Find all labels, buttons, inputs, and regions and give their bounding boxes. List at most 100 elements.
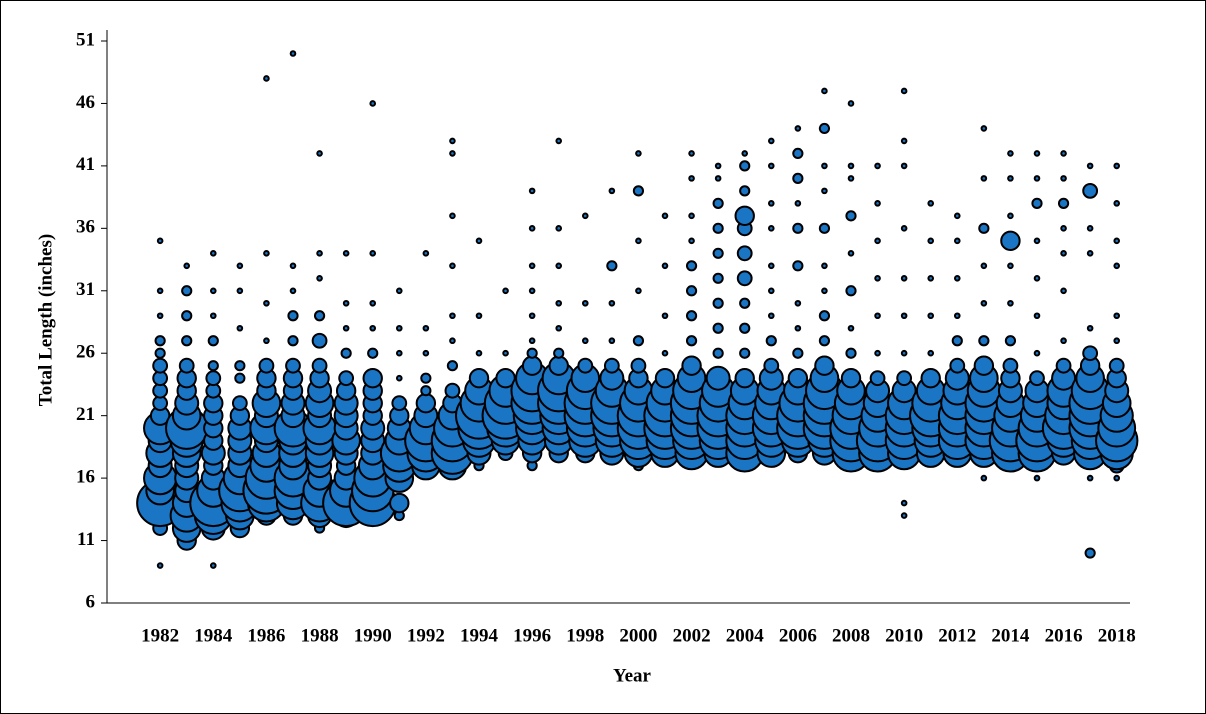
x-tick-label: 2016 [1045,625,1083,646]
bubble [178,357,195,374]
bubble [739,160,751,172]
bubble [369,100,377,107]
bubble [502,287,509,295]
bubble [818,122,831,135]
bubble [581,337,589,345]
bubble [900,87,908,95]
bubble [792,172,804,184]
x-tick-label: 1984 [194,625,233,646]
bubble [287,310,299,322]
bubble [688,237,695,245]
x-tick-label: 1992 [407,625,445,646]
bubble [736,245,753,262]
bubble [207,335,219,347]
bubble [900,274,908,282]
bubble [1033,349,1041,357]
bubble [181,310,193,322]
bubble [420,372,432,384]
bubble [1086,225,1094,232]
bubble [630,357,647,374]
bubble [712,297,724,309]
bubble [152,357,169,374]
bubble [1057,197,1070,209]
bubble [900,137,908,145]
y-tick-label: 6 [86,591,96,612]
bubble [209,287,217,295]
bubble [1060,337,1067,345]
bubble [705,365,731,391]
bubble [794,200,802,207]
bubble [1033,175,1041,182]
bubble [953,237,961,245]
bubble [1082,345,1099,362]
bubble [395,349,403,357]
bubble [927,237,935,245]
bubble [980,262,988,270]
bubble [555,324,563,332]
bubble [1113,312,1121,320]
bubble [632,185,645,197]
bubble [1086,324,1094,332]
bubble [475,312,483,320]
bubble [661,349,669,357]
y-axis-label: Total Length (inches) [35,234,56,406]
bubble [415,392,437,414]
bubble [1007,212,1014,220]
bubble [422,349,430,357]
x-tick-label: 1988 [301,625,339,646]
bubble [767,312,775,320]
bubble [900,225,908,232]
bubble [338,370,355,387]
bubble [869,370,886,387]
bubble [896,370,913,387]
bubble [1060,287,1067,295]
bubble [1002,357,1019,374]
bubble [475,349,483,357]
y-tick-label: 26 [76,342,95,363]
bubble [1060,250,1067,257]
x-axis-label: Year [613,665,652,686]
bubble [980,299,988,307]
bubble [236,287,244,295]
bubble [1033,150,1041,157]
bubble [1113,237,1121,245]
bubble [741,150,749,157]
bubble [369,299,377,307]
bubble [555,137,563,145]
bubble [874,274,881,282]
bubble [736,270,753,287]
bubble [927,274,935,282]
bubble [920,368,941,389]
bubble [263,337,270,345]
x-tick-label: 2018 [1098,625,1136,646]
bubble [847,250,855,257]
bubble [234,372,246,384]
bubble [685,285,698,297]
bubble [847,100,855,107]
x-tick-label: 1990 [354,625,392,646]
bubble [1113,200,1121,207]
y-tick-label: 31 [76,279,95,300]
bubble [422,250,430,257]
bubble [444,382,461,399]
bubble [927,312,935,320]
bubble [156,287,164,295]
bubble [1086,250,1094,257]
bubble [978,335,990,347]
y-tick-label: 46 [76,92,95,113]
bubble [1007,299,1014,307]
bubble [342,299,350,307]
bubble [395,287,403,295]
bubble [767,262,775,270]
bubble [231,395,248,412]
bubble [818,222,831,234]
bubble [1055,357,1072,374]
bubble [553,347,565,359]
bubble [818,335,831,347]
bubble [1113,337,1121,345]
bubble [792,260,804,272]
bubble [661,212,669,220]
bubble [845,285,857,297]
bubble [521,355,543,376]
bubble [951,335,963,347]
